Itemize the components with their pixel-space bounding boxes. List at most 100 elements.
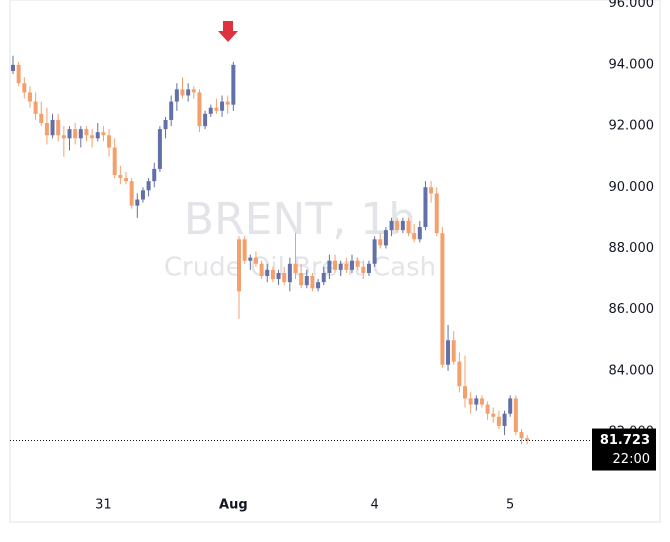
y-tick-label: 86.000 [609,302,655,317]
candle-body [157,129,162,169]
candle-body [22,83,27,93]
x-tick-label: 5 [506,498,514,513]
candle-body [39,113,44,124]
candle-body [293,263,298,273]
candle-body [412,233,417,240]
candle-body [163,119,168,130]
candle-body [44,123,49,136]
x-tick-label: Aug [219,498,248,513]
candle-body [78,129,83,139]
candle-body [118,175,123,179]
candle-body [468,398,473,405]
candle-body [350,260,354,270]
candle-body [299,272,304,286]
candle-body [242,239,247,261]
y-tick-label: 88.000 [609,241,655,256]
candle-body [502,413,507,426]
candle-body [11,64,15,71]
candle-body [361,266,366,273]
y-tick-label: 84.000 [609,363,655,378]
candle-body [316,282,321,289]
last-price-box [592,428,656,471]
candle-body [389,220,394,231]
candle-body [186,89,191,96]
candle-body [112,147,117,176]
candle-body [180,89,185,96]
candle-body [208,107,213,114]
candle-body [485,404,490,414]
candle-body [372,239,377,264]
candle-body [129,181,134,206]
candle-body [446,340,451,365]
candle-body [378,239,383,246]
candle-body [338,263,343,270]
watermark-title: BRENT, 1h [184,194,416,245]
candle-body [451,340,456,362]
candle-body [282,272,287,283]
candle-body [146,181,151,191]
candle-body [508,398,513,414]
candle-body [513,398,518,433]
candle-body [84,129,89,136]
candle-body [248,257,253,261]
y-tick-label: 92.000 [609,119,655,134]
candle-body [27,92,32,102]
candle-body [169,101,174,120]
candle-body [321,272,326,283]
candle-body [423,187,428,228]
candle-body [152,168,157,182]
candle-body [174,89,179,102]
candle-body [270,269,275,280]
candle-body [220,101,225,111]
candle-body [525,438,530,441]
candle-body [67,129,72,139]
candle-body [479,398,484,405]
candle-body [333,260,338,270]
candle-body [225,101,230,105]
candle-body [434,193,439,234]
candle-body [310,276,315,289]
candle-body [191,89,196,93]
candle-body [140,190,145,200]
candle-body [253,257,258,264]
candle-body [265,269,270,277]
candle-body [496,416,501,426]
candle-body [406,220,411,234]
candle-body [366,263,371,273]
candle-body [383,230,388,246]
candles [11,55,530,445]
y-tick-label: 90.000 [609,180,655,195]
candle-body [90,135,95,139]
y-tick-label: 96.000 [609,0,655,11]
candle-body [124,178,128,182]
candle-body [197,92,202,127]
candle-body [135,199,140,206]
candle-body [327,260,332,273]
candle-body [491,413,496,417]
candle-body [50,119,55,136]
last-price-label: 81.723 [600,433,650,448]
candle-body [395,220,400,231]
candle-body [95,132,100,139]
candle-body [440,233,445,365]
candle-body [203,113,208,127]
candle-body [355,260,360,267]
x-tick-label: 31 [95,498,112,513]
y-tick-label: 94.000 [609,57,655,72]
candle-body [214,107,219,111]
candle-body [429,187,434,194]
candle-body [259,263,264,277]
last-time-label: 22:00 [613,452,650,467]
candle-body [33,101,38,114]
arrow-marker [218,21,238,42]
candle-body [101,132,106,136]
candle-body [237,239,241,292]
candle-body [61,135,66,139]
candle-body [107,135,112,148]
candle-body [56,119,61,136]
candle-body [400,220,405,231]
candle-body [519,432,524,439]
candle-body [231,64,236,105]
